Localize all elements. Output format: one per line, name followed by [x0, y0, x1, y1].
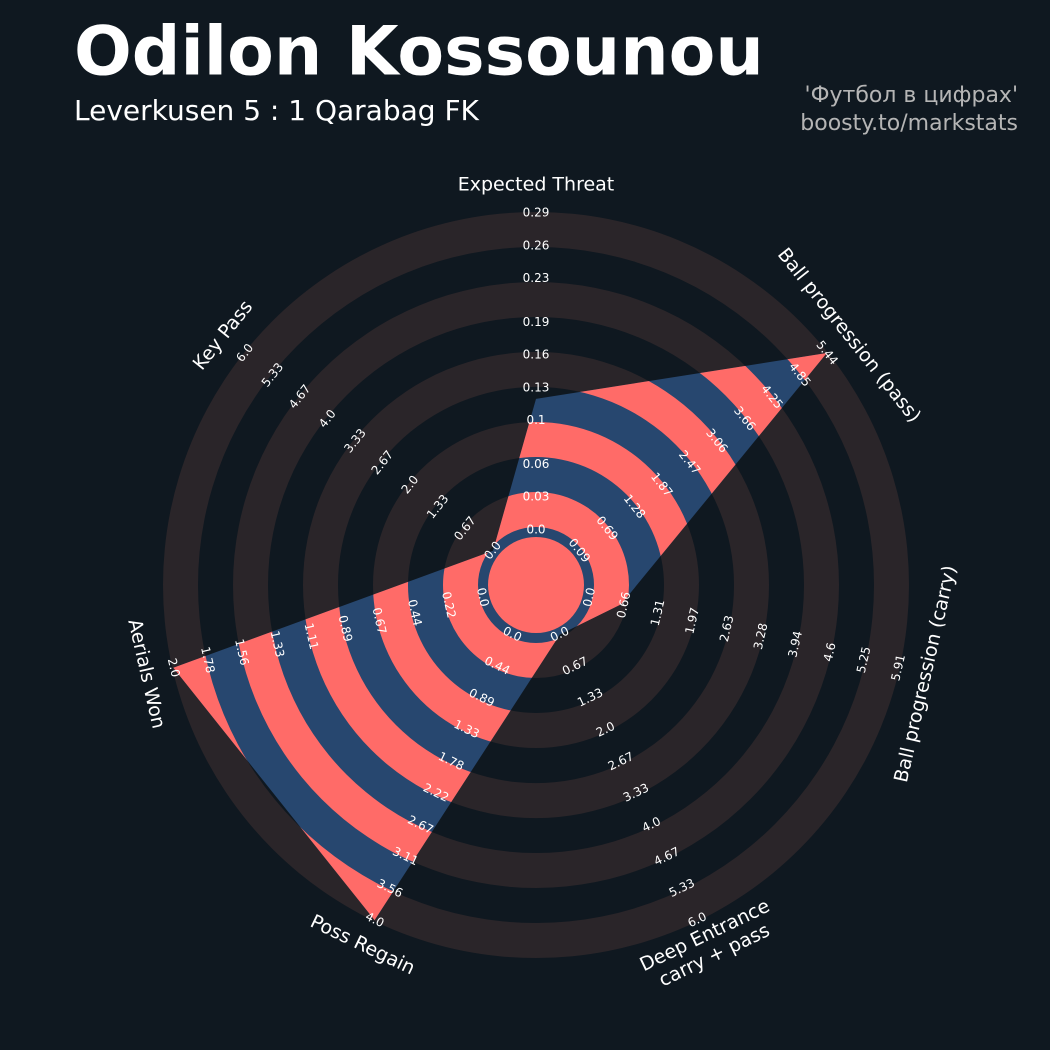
r-tick-label: 0.67 — [370, 606, 390, 635]
r-tick-label: 0.0 — [526, 523, 545, 537]
r-tick-label: 1.33 — [268, 629, 288, 658]
r-tick-label: 5.25 — [854, 645, 874, 674]
r-tick-label: 0.66 — [614, 590, 634, 619]
r-tick-label: 0.03 — [523, 490, 550, 504]
r-tick-label: 0.19 — [523, 315, 550, 329]
r-tick-label: 0.23 — [523, 271, 550, 285]
r-tick-label: 2.63 — [717, 614, 737, 643]
r-tick-label: 4.6 — [821, 641, 839, 663]
r-tick-label: 1.11 — [302, 622, 322, 651]
r-tick-label: 5.91 — [888, 653, 908, 682]
credit: boosty.to/markstats — [800, 111, 1018, 136]
r-tick-label: 2.0 — [165, 657, 183, 679]
ring-bands-highlight — [173, 353, 827, 921]
chart-subtitle: Leverkusen 5 : 1 Qarabag FK — [74, 94, 480, 127]
r-tick-label: 1.78 — [198, 645, 218, 674]
r-tick-label: 0.22 — [439, 590, 459, 619]
r-tick-label: 0.44 — [405, 598, 425, 627]
r-tick-label: 1.31 — [648, 598, 668, 627]
credit: 'Футбол в цифрах' — [805, 83, 1018, 108]
chart-title: Odilon Kossounou — [74, 13, 764, 92]
r-tick-label: 0.1 — [526, 413, 545, 427]
r-tick-label: 3.28 — [751, 622, 771, 651]
r-tick-label: 0.0 — [580, 586, 598, 608]
r-tick-label: 0.89 — [336, 614, 356, 643]
r-tick-label: 1.56 — [232, 638, 252, 667]
r-tick-label: 0.26 — [523, 238, 550, 252]
r-tick-label: 0.29 — [523, 206, 550, 220]
r-tick-label: 1.97 — [682, 606, 702, 635]
axis-label: Expected Threat — [458, 174, 615, 196]
r-tick-label: 0.06 — [523, 457, 550, 471]
r-tick-label: 0.16 — [523, 348, 550, 362]
r-tick-label: 0.13 — [523, 380, 550, 394]
r-tick-label: 0.0 — [474, 586, 492, 608]
r-tick-label: 3.94 — [785, 630, 805, 659]
